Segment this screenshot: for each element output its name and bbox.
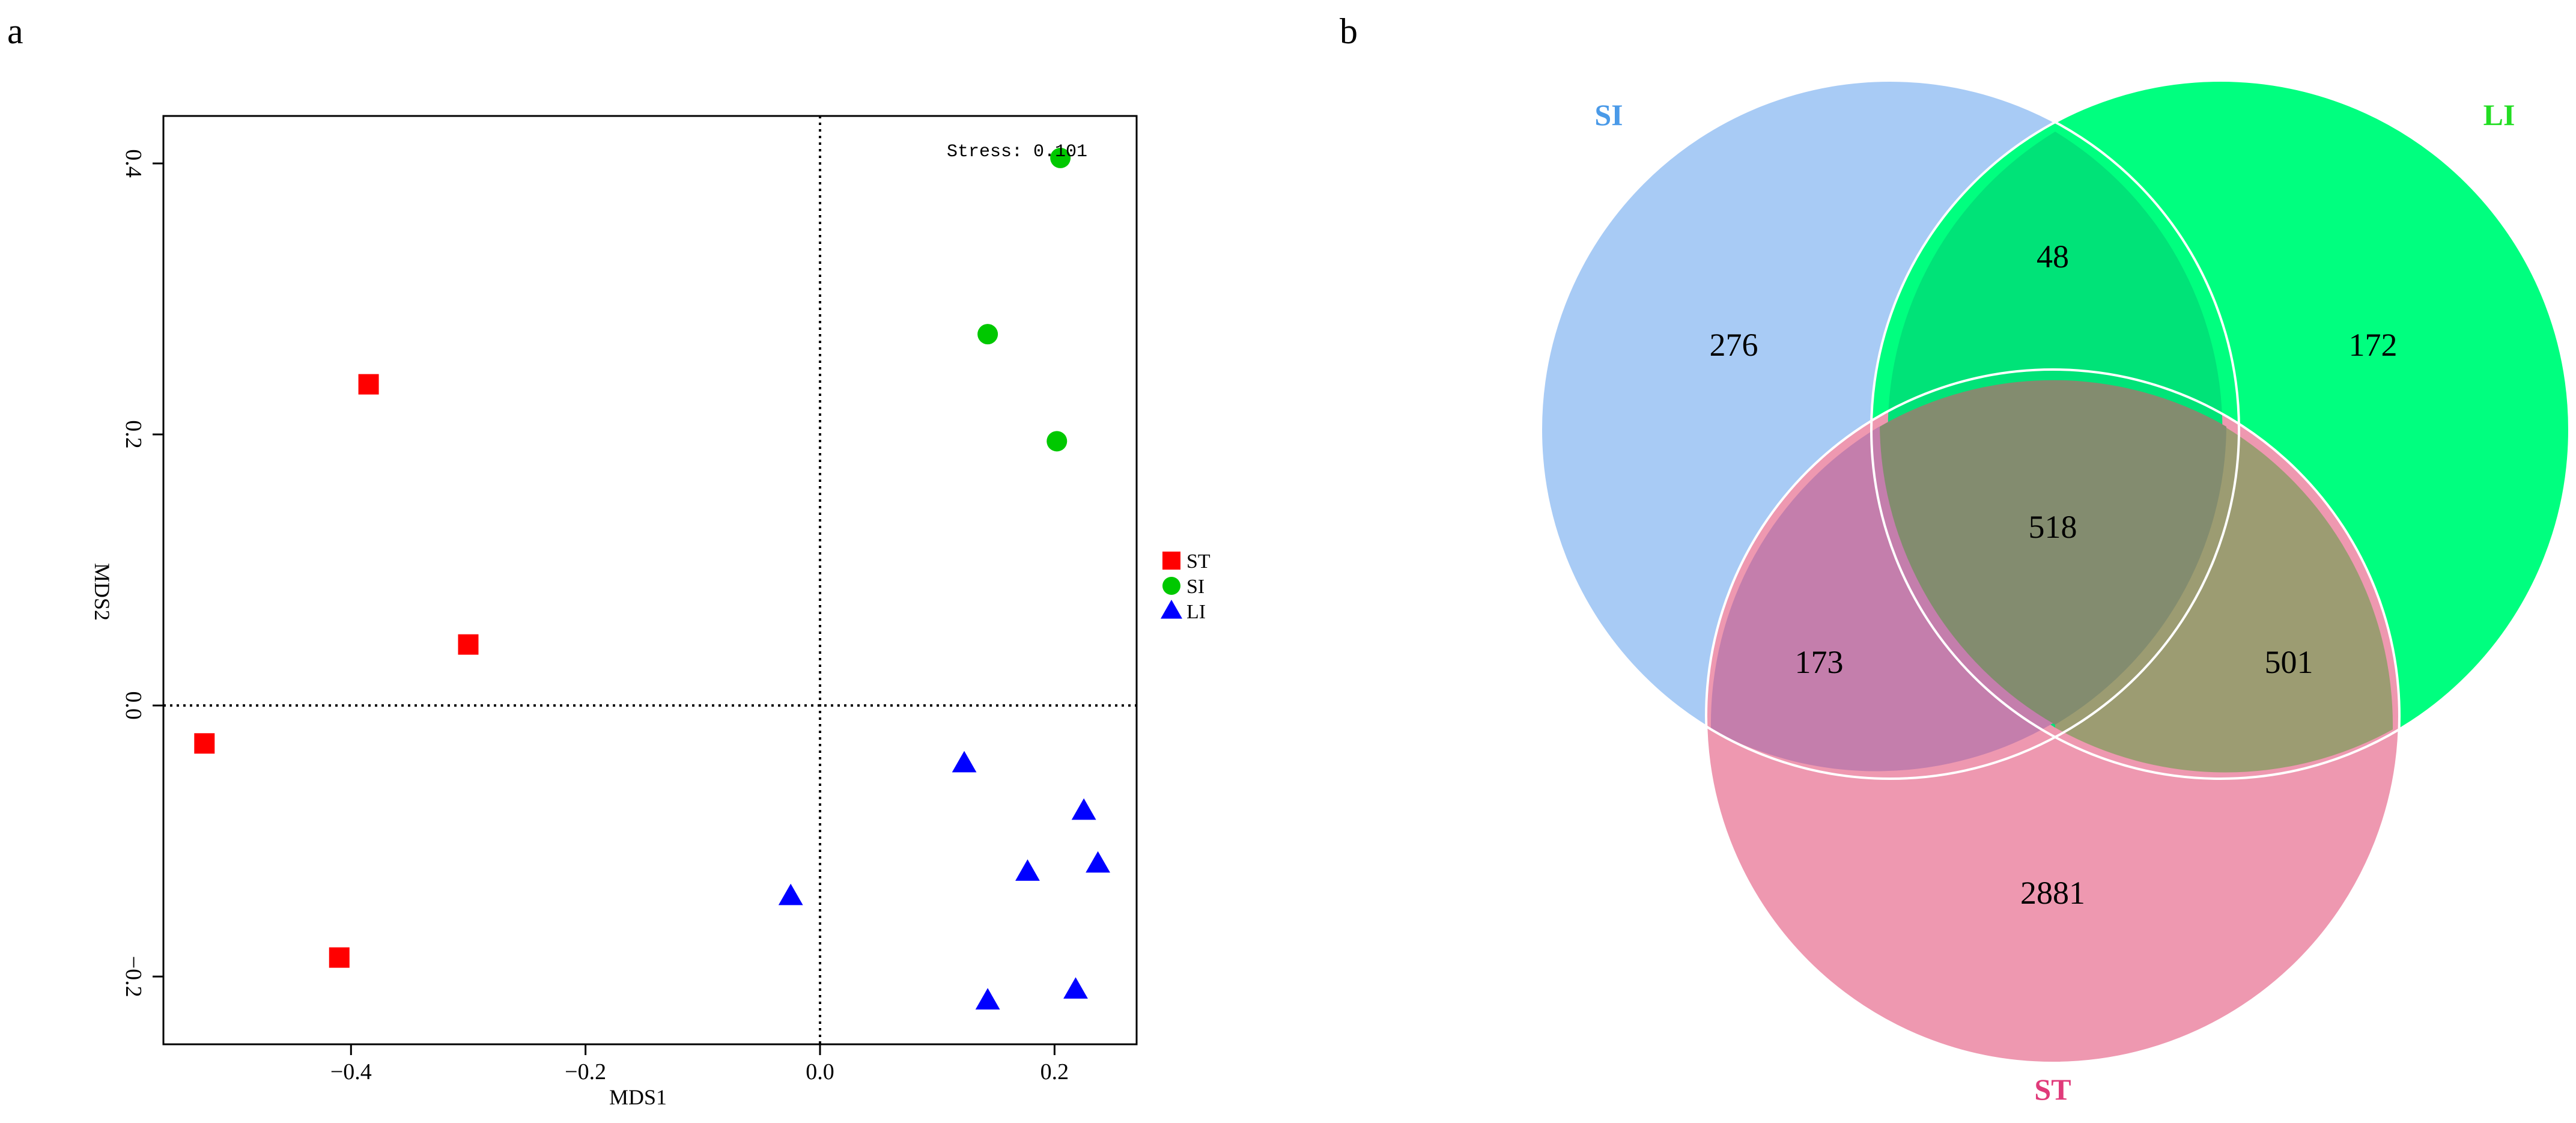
point-si xyxy=(1050,147,1071,168)
panel-label-a: a xyxy=(7,11,23,51)
venn-outline-li xyxy=(1870,79,2571,780)
venn-region-li-st: 501 xyxy=(2265,644,2313,680)
venn-region-si-only: 276 xyxy=(1710,327,1758,363)
venn-set-label-si: SI xyxy=(1594,98,1623,132)
x-tick-label: 0.2 xyxy=(1040,1059,1069,1085)
point-li xyxy=(975,988,1000,1010)
point-li xyxy=(778,883,803,905)
venn-overlap-all xyxy=(1880,380,2226,725)
legend-marker-li xyxy=(1161,600,1182,619)
legend: ST SI LI xyxy=(1161,550,1211,623)
venn-region-st-only: 2881 xyxy=(2020,875,2085,911)
x-tick-label: −0.2 xyxy=(565,1059,606,1085)
panel-label-b: b xyxy=(1340,11,1358,51)
x-axis-title: MDS1 xyxy=(609,1085,667,1109)
point-li xyxy=(952,750,977,773)
venn-region-li-only: 172 xyxy=(2349,327,2398,363)
legend-marker-si xyxy=(1162,577,1180,595)
venn-outline-st xyxy=(1705,368,2401,1064)
x-tick-label: 0.0 xyxy=(806,1059,834,1085)
y-tick-label: −0.2 xyxy=(121,956,146,997)
legend-marker-st xyxy=(1162,552,1180,570)
venn-diagram: SI LI ST 276 172 2881 48 173 501 518 xyxy=(1540,79,2571,1106)
y-tick-label: 0.4 xyxy=(121,149,146,178)
data-points xyxy=(194,147,1110,1010)
venn-region-si-st: 173 xyxy=(1795,644,1844,680)
point-li xyxy=(1063,977,1088,999)
venn-overlaps xyxy=(1710,132,2393,773)
y-tick-label: 0.2 xyxy=(121,420,146,449)
venn-outlines xyxy=(1540,79,2571,1064)
y-tick-label: 0.0 xyxy=(121,691,146,720)
legend-label-li: LI xyxy=(1186,601,1206,623)
point-st xyxy=(329,947,350,968)
point-li xyxy=(1015,859,1040,881)
x-tick-label: −0.4 xyxy=(330,1059,372,1085)
point-st xyxy=(358,374,379,395)
point-si xyxy=(977,324,998,345)
venn-region-all: 518 xyxy=(2029,509,2077,545)
plot-frame xyxy=(162,115,1138,1045)
nmds-scatter-chart: −0.4 −0.2 0.0 0.2 −0.2 0.0 0.2 0.4 MDS1 MDS2 St… xyxy=(90,115,1211,1109)
legend-label-st: ST xyxy=(1186,550,1211,573)
venn-set-label-li: LI xyxy=(2483,98,2515,132)
axis-ticks: −0.4 −0.2 0.0 0.2 −0.2 0.0 0.2 0.4 xyxy=(121,149,1069,1085)
point-st xyxy=(458,634,479,655)
stress-annotation: Stress: 0.101 xyxy=(947,142,1087,162)
point-si xyxy=(1046,431,1068,452)
y-axis-title: MDS2 xyxy=(90,563,114,621)
venn-region-si-li: 48 xyxy=(2037,239,2069,275)
point-li xyxy=(1071,798,1096,820)
point-st xyxy=(194,733,215,754)
venn-outline-si xyxy=(1540,79,2240,780)
reference-lines xyxy=(163,116,1137,1044)
venn-set-label-st: ST xyxy=(2034,1073,2071,1106)
point-li xyxy=(1086,851,1110,873)
legend-label-si: SI xyxy=(1186,576,1204,598)
